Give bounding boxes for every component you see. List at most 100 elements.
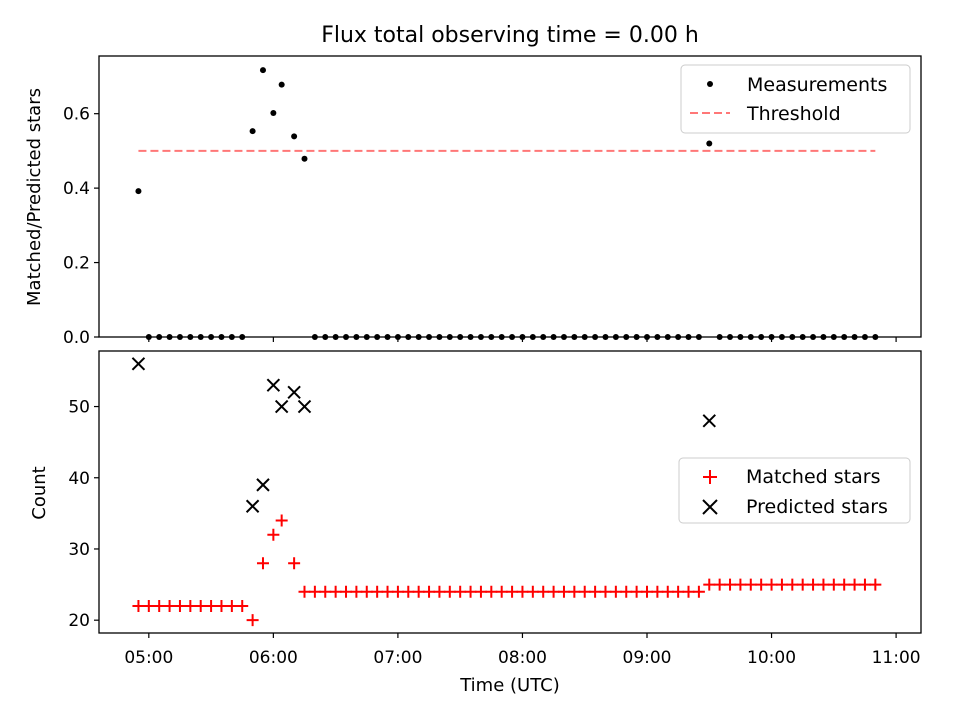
- measurement-point: [799, 334, 806, 340]
- matched-star-marker: [817, 578, 830, 591]
- matched-star-marker: [641, 585, 653, 598]
- measurement-point: [259, 67, 266, 74]
- matched-star-marker: [391, 585, 404, 598]
- measurement-point: [384, 334, 391, 340]
- measurement-point: [135, 188, 142, 195]
- measurement-point: [322, 334, 329, 340]
- matched-star-marker: [184, 599, 197, 612]
- matched-star-marker: [547, 585, 560, 598]
- measurement-point: [706, 140, 713, 147]
- matched-star-marker: [599, 585, 612, 598]
- measurement-point: [571, 334, 578, 340]
- matched-star-marker: [713, 578, 726, 591]
- x-tick-label: 09:00: [623, 648, 672, 668]
- matched-star-marker: [288, 557, 301, 570]
- matched-star-marker: [765, 578, 778, 591]
- measurement-point: [737, 334, 744, 340]
- matched-star-marker: [433, 585, 446, 598]
- measurement-point: [436, 334, 443, 340]
- matched-star-marker: [173, 599, 186, 612]
- predicted-star-marker: [287, 385, 301, 400]
- matched-star-marker: [724, 578, 737, 591]
- matched-star-marker: [132, 599, 145, 612]
- matched-star-marker: [672, 585, 685, 598]
- measurement-point: [540, 334, 547, 340]
- measurement-point: [363, 334, 370, 340]
- measurement-point: [695, 334, 702, 340]
- predicted-star-marker: [702, 414, 716, 428]
- measurement-point: [509, 334, 516, 340]
- measurement-point: [529, 334, 536, 340]
- matched-star-marker: [142, 599, 155, 612]
- measurement-point: [644, 334, 650, 340]
- matched-star-marker: [464, 585, 477, 598]
- matched-star-marker: [371, 585, 384, 598]
- matched-star-marker: [703, 578, 716, 591]
- measurement-point: [467, 334, 474, 340]
- top-legend-frame: [680, 64, 911, 134]
- matched-star-marker: [163, 599, 176, 612]
- measurement-point: [623, 334, 630, 340]
- measurement-point: [519, 334, 526, 340]
- matched-star-marker: [360, 585, 373, 598]
- measurement-point: [664, 334, 671, 340]
- top-panel: Matched/Predicted stars 0.0 0.2 0.4 0.6 Mea…: [24, 55, 922, 348]
- x-tick-label: 06:00: [249, 648, 298, 668]
- matched-star-marker: [858, 578, 871, 591]
- measurement-point: [861, 334, 868, 340]
- measurement-point: [789, 334, 796, 340]
- measurement-point: [612, 334, 619, 340]
- bottom-y-tick-label: 50: [68, 398, 90, 418]
- x-tick-label: 05:00: [124, 648, 173, 668]
- matched-star-marker: [256, 557, 269, 570]
- matched-star-marker: [506, 585, 519, 598]
- measurement-point: [581, 334, 588, 340]
- x-tick-label: 11:00: [872, 648, 921, 668]
- measurement-point: [872, 334, 879, 340]
- top-y-tick-label: 0.4: [63, 179, 90, 199]
- measurement-point: [716, 334, 723, 340]
- measurement-point: [602, 334, 609, 340]
- matched-star-marker: [848, 578, 861, 591]
- measurement-point: [166, 334, 173, 340]
- matched-star-marker: [589, 585, 602, 598]
- measurement-point: [311, 334, 318, 340]
- matched-star-marker: [827, 578, 840, 591]
- matched-star-marker: [423, 585, 436, 598]
- measurement-point: [830, 334, 837, 340]
- top-legend: Measurements Threshold: [680, 64, 911, 134]
- matched-star-marker: [526, 585, 539, 598]
- top-y-axis-ticks: 0.0 0.2 0.4 0.6: [63, 105, 99, 348]
- measurement-point: [685, 334, 692, 340]
- legend-predicted-marker: [702, 499, 718, 515]
- measurement-point: [488, 334, 495, 340]
- measurement-point: [633, 334, 640, 340]
- predicted-star-marker: [245, 499, 260, 513]
- measurement-point: [249, 128, 256, 135]
- measurement-point: [301, 155, 308, 162]
- predicted-star-marker: [256, 478, 270, 492]
- measurement-point: [218, 334, 225, 340]
- measurement-point: [550, 334, 557, 340]
- measurement-point: [353, 334, 360, 340]
- x-tick-label: 10:00: [747, 648, 796, 668]
- measurement-point: [841, 334, 848, 340]
- matched-star-marker: [275, 514, 288, 527]
- measurement-point: [560, 334, 567, 340]
- matched-star-marker: [775, 578, 788, 591]
- matched-star-marker: [350, 585, 363, 598]
- measurement-point: [332, 334, 339, 340]
- measurement-point: [291, 133, 298, 140]
- measurement-point: [810, 334, 817, 340]
- matched-star-marker: [246, 614, 259, 627]
- matched-star-marker: [215, 599, 228, 612]
- matched-star-marker: [661, 585, 674, 598]
- matched-star-marker: [609, 585, 622, 598]
- predicted-star-marker: [266, 378, 281, 392]
- measurement-point: [394, 334, 401, 340]
- legend-threshold-label: Threshold: [746, 103, 841, 125]
- matched-star-marker: [225, 599, 238, 612]
- legend-predicted-label: Predicted stars: [746, 496, 888, 518]
- measurement-point: [176, 334, 183, 340]
- top-y-tick-label: 0.2: [63, 254, 90, 274]
